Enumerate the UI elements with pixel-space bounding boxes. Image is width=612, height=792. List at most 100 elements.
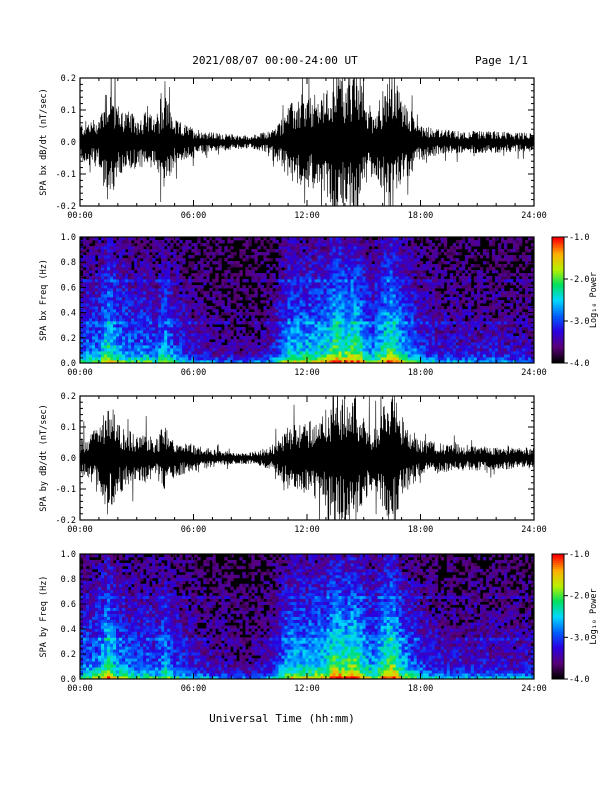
spectrogram-cell	[140, 249, 144, 253]
spectrogram-cell	[290, 333, 294, 337]
spectrogram-cell	[254, 279, 258, 283]
spectrogram-cell	[302, 258, 306, 262]
spectrogram-cell	[431, 312, 436, 316]
spectrogram-cell	[287, 255, 291, 259]
spectrogram-cell	[236, 264, 240, 268]
spectrogram-cell	[194, 279, 198, 283]
spectrogram-cell	[164, 330, 168, 334]
spectrogram-cell	[407, 276, 412, 280]
spectrogram-cell	[149, 327, 153, 331]
spectrogram-cell	[89, 318, 93, 322]
spectrogram-cell	[296, 318, 300, 322]
spectrogram-cell	[248, 345, 252, 349]
spectrogram-cell	[110, 255, 114, 259]
spectrogram-cell	[389, 330, 394, 334]
spectrogram-cell	[287, 249, 291, 253]
spectrogram-cell	[368, 345, 373, 349]
spectrogram-cell	[344, 246, 348, 250]
spectrogram-cell	[386, 303, 391, 307]
spectrogram-cell	[350, 294, 355, 298]
spectrogram-cell	[347, 318, 351, 322]
spectrogram-cell	[101, 300, 105, 304]
spectrogram-cell	[398, 342, 403, 346]
spectrogram-cell	[410, 294, 415, 298]
spectrogram-cell	[236, 303, 240, 307]
spectrogram-cell	[224, 309, 228, 313]
spectrogram-cell	[347, 303, 351, 307]
spectrogram-cell	[335, 330, 339, 334]
spectrogram-cell	[278, 270, 282, 274]
spectrogram-cell	[125, 237, 129, 241]
spectrogram-cell	[407, 306, 412, 310]
spectrogram-cell	[113, 333, 117, 337]
spectrogram-cell	[179, 258, 183, 262]
spectrogram-cell	[215, 243, 219, 247]
spectrogram-cell	[101, 261, 105, 265]
spectrogram-cell	[317, 348, 321, 352]
spectrogram-cell	[308, 339, 312, 343]
spectrogram-cell	[302, 255, 306, 259]
spectrogram-cell	[116, 330, 120, 334]
spectrogram-cell	[92, 264, 96, 268]
y-tick-label: 0.0	[61, 138, 76, 148]
spectrogram-cell	[473, 354, 478, 358]
spectrogram-cell	[428, 342, 433, 346]
spectrogram-cell	[413, 339, 418, 343]
spectrogram-cell	[410, 330, 415, 334]
spectrogram-cell	[449, 309, 454, 313]
spectrogram-cell	[281, 240, 285, 244]
spectrogram-cell	[353, 321, 358, 325]
spectrogram-cell	[470, 255, 475, 259]
spectrogram-cell	[179, 240, 183, 244]
spectrogram-cell	[404, 354, 409, 358]
spectrogram-cell	[143, 354, 147, 358]
spectrogram-cell	[119, 321, 123, 325]
spectrogram-cell	[353, 252, 358, 256]
spectrogram-cell	[302, 306, 306, 310]
spectrogram-cell	[287, 270, 291, 274]
spectrogram-cell	[221, 357, 225, 361]
spectrogram-cell	[248, 306, 252, 310]
spectrogram-cell	[311, 339, 315, 343]
spectrogram-cell	[407, 336, 412, 340]
spectrogram-cell	[107, 279, 111, 283]
spectrogram-cell	[203, 282, 207, 286]
spectrogram-cell	[308, 294, 312, 298]
spectrogram-cell	[266, 300, 270, 304]
spectrogram-cell	[467, 273, 472, 277]
spectrogram-cell	[158, 333, 162, 337]
spectrogram-cell	[425, 306, 430, 310]
spectrogram-cell	[272, 240, 276, 244]
spectrogram-cell	[113, 264, 117, 268]
spectrogram-cell	[341, 246, 345, 250]
spectrogram-cell	[302, 327, 306, 331]
spectrogram-cell	[407, 324, 412, 328]
spectrogram-cell	[290, 285, 294, 289]
spectrogram-cell	[215, 357, 219, 361]
spectrogram-cell	[266, 348, 270, 352]
spectrogram-cell	[287, 261, 291, 265]
spectrogram-cell	[434, 297, 439, 301]
spectrogram-cell	[89, 348, 93, 352]
spectrogram-cell	[437, 306, 442, 310]
spectrogram-cell	[422, 360, 427, 364]
spectrogram-cell	[371, 345, 376, 349]
spectrogram-cell	[326, 267, 330, 271]
spectrogram-cell	[332, 357, 336, 361]
spectrogram-cell	[410, 315, 415, 319]
spectrogram-cell	[89, 279, 93, 283]
spectrogram-cell	[464, 303, 469, 307]
spectrogram-cell	[461, 285, 466, 289]
spectrogram-cell	[398, 351, 403, 355]
spectrogram-cell	[260, 285, 264, 289]
spectrogram-cell	[194, 267, 198, 271]
spectrogram-cell	[107, 237, 111, 241]
spectrogram-cell	[92, 291, 96, 295]
spectrogram-cell	[320, 360, 324, 364]
spectrogram-cell	[95, 348, 99, 352]
spectrogram-cell	[263, 345, 267, 349]
spectrogram-cell	[410, 333, 415, 337]
spectrogram-cell	[272, 312, 276, 316]
spectrogram-cell	[161, 336, 165, 340]
spectrogram-cell	[278, 336, 282, 340]
